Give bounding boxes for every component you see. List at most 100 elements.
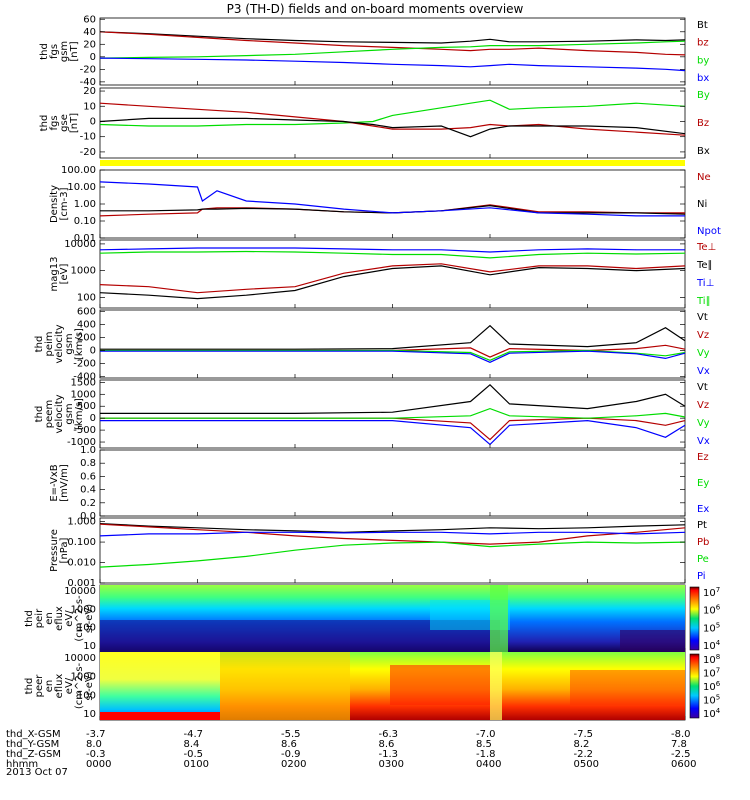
series-line-Te⊥ <box>99 263 686 294</box>
ytick-label: -200 <box>73 359 96 370</box>
footer-tick-x: -3.7 <box>86 729 106 740</box>
legend-entry: Vx <box>697 366 710 377</box>
ylabel-line: [eV] <box>59 264 70 285</box>
legend-entry: Vy <box>697 418 710 429</box>
legend-entry: By <box>697 90 710 101</box>
ylabel-line: Pressure <box>49 529 60 572</box>
ylabel-line: thd <box>34 336 45 353</box>
legend-entry: Ne <box>697 172 711 183</box>
footer-tick-x: -8.0 <box>671 729 691 740</box>
ylabel-line: mag13 <box>49 257 60 292</box>
ytick-label: 500 <box>77 401 96 412</box>
series-line-Bz <box>99 102 686 136</box>
ytick-label: -500 <box>73 425 96 436</box>
ytick-label: 0.100 <box>67 537 96 548</box>
ytick-label: 0 <box>90 116 96 127</box>
legend-entry: Pe <box>697 554 709 565</box>
ytick-label: 0 <box>90 346 96 357</box>
ytick-label: 600 <box>77 306 96 317</box>
ytick-label: 0.01 <box>74 233 96 244</box>
ytick-label: 0.0 <box>80 511 96 522</box>
ytick-label: 60 <box>83 14 96 25</box>
series-line-Pi <box>99 531 686 537</box>
ytick-label: -20 <box>80 147 96 158</box>
footer-tick-x: -4.7 <box>184 729 204 740</box>
ytick-label: 1500 <box>71 377 96 388</box>
colorbar-tick: 105 <box>703 694 720 707</box>
ylabel-line: sr-eV) <box>84 604 95 633</box>
ylabel-line: velocity <box>54 394 65 433</box>
series-line-By <box>99 99 686 127</box>
legend-entry: Ey <box>697 478 709 489</box>
colorbar-tick: 106 <box>703 604 721 617</box>
legend-entry: Bz <box>697 118 709 129</box>
ytick-label: 0.4 <box>80 485 96 496</box>
ytick-label: 1.00 <box>74 199 96 210</box>
ion-spectrogram <box>100 585 685 652</box>
series-line-Pe <box>99 541 686 568</box>
ytick-label: 100 <box>77 690 96 701</box>
series-line-Pt <box>99 523 686 533</box>
ylabel-line: gsm <box>64 333 75 354</box>
series-line-Npot <box>99 181 685 217</box>
ion-colorbar <box>689 586 700 651</box>
footer-tick-t: 0100 <box>184 759 209 770</box>
ylabel-line: thd <box>39 43 50 60</box>
ylabel-line: eV/ <box>64 610 75 627</box>
footer-tick-x: -7.0 <box>476 729 496 740</box>
footer-tick-t: 0300 <box>379 759 404 770</box>
ylabel-line: eflux <box>54 606 65 631</box>
footer-tick-t: 0400 <box>476 759 501 770</box>
ylabel-line: en <box>44 680 55 693</box>
ytick-label: 100 <box>77 292 96 303</box>
colorbar-tick: 107 <box>703 667 720 680</box>
footer-tick-y: 7.8 <box>671 739 687 750</box>
series-line-bz <box>99 31 686 56</box>
ylabel-line: peem <box>44 400 55 428</box>
ylabel-line: peir <box>34 608 45 628</box>
footer-tick-x: -5.5 <box>281 729 301 740</box>
ylabel-line: gse <box>59 114 70 132</box>
ylabel-line: fgs <box>49 44 60 59</box>
colorbar-tick: 104 <box>703 707 721 720</box>
footer-tick-y: 8.5 <box>476 739 492 750</box>
legend-entry: Vy <box>697 348 710 359</box>
ylabel-line: [km/s] <box>74 328 85 360</box>
ylabel-line: [nT] <box>69 41 80 61</box>
legends: Bt bz by bx By Bz Bx Ne Ni Npot Te⊥ Te∥ Ti⊥ Ti∥ Vt Vz Vy… <box>696 20 721 582</box>
ytick-label: -10 <box>80 132 96 143</box>
electron-colorbar <box>689 653 700 719</box>
footer-tick-t: 0500 <box>574 759 599 770</box>
date-label: 2013 Oct 07 <box>6 767 68 778</box>
legend-entry: Ti⊥ <box>696 278 714 289</box>
ytick-label: 0.8 <box>80 458 96 469</box>
footer-tick-y: 8.4 <box>184 739 200 750</box>
legend-entry: Vz <box>697 330 709 341</box>
ytick-label: 100 <box>77 623 96 634</box>
ytick-label: -20 <box>80 64 96 75</box>
series-line-Ti⊥ <box>99 247 685 253</box>
legend-entry: Ex <box>697 504 709 515</box>
footer-tick-x: -7.5 <box>574 729 594 740</box>
series-line-Te∥ <box>99 265 686 300</box>
footer-row-label: thd_X-GSM <box>6 729 61 740</box>
ylabel-line: [cm-3] <box>59 187 70 220</box>
ylabel-line: Density <box>49 185 60 223</box>
ylabel-line: thd <box>39 115 50 132</box>
footer-tick-y: 8.6 <box>379 739 395 750</box>
legend-entry: Vz <box>697 400 709 411</box>
series-lines <box>99 31 686 568</box>
series-line-Bt <box>99 31 686 44</box>
ytick-label: 1.0 <box>80 445 96 456</box>
series-line-Vy <box>100 349 686 361</box>
ylabel-line: [mV/m] <box>59 464 70 502</box>
ylabel-line: eV/ <box>64 677 75 694</box>
legend-entry: Ni <box>697 199 707 210</box>
ytick-label: 0.010 <box>67 558 96 569</box>
ylabel-line: (cm^2-s- <box>74 595 85 642</box>
ylabel-line: sr-eV) <box>84 671 95 700</box>
footer-tick-t: 0600 <box>671 759 696 770</box>
legend-entry: Bt <box>697 20 708 31</box>
ylabel-line: gsm <box>64 403 75 424</box>
